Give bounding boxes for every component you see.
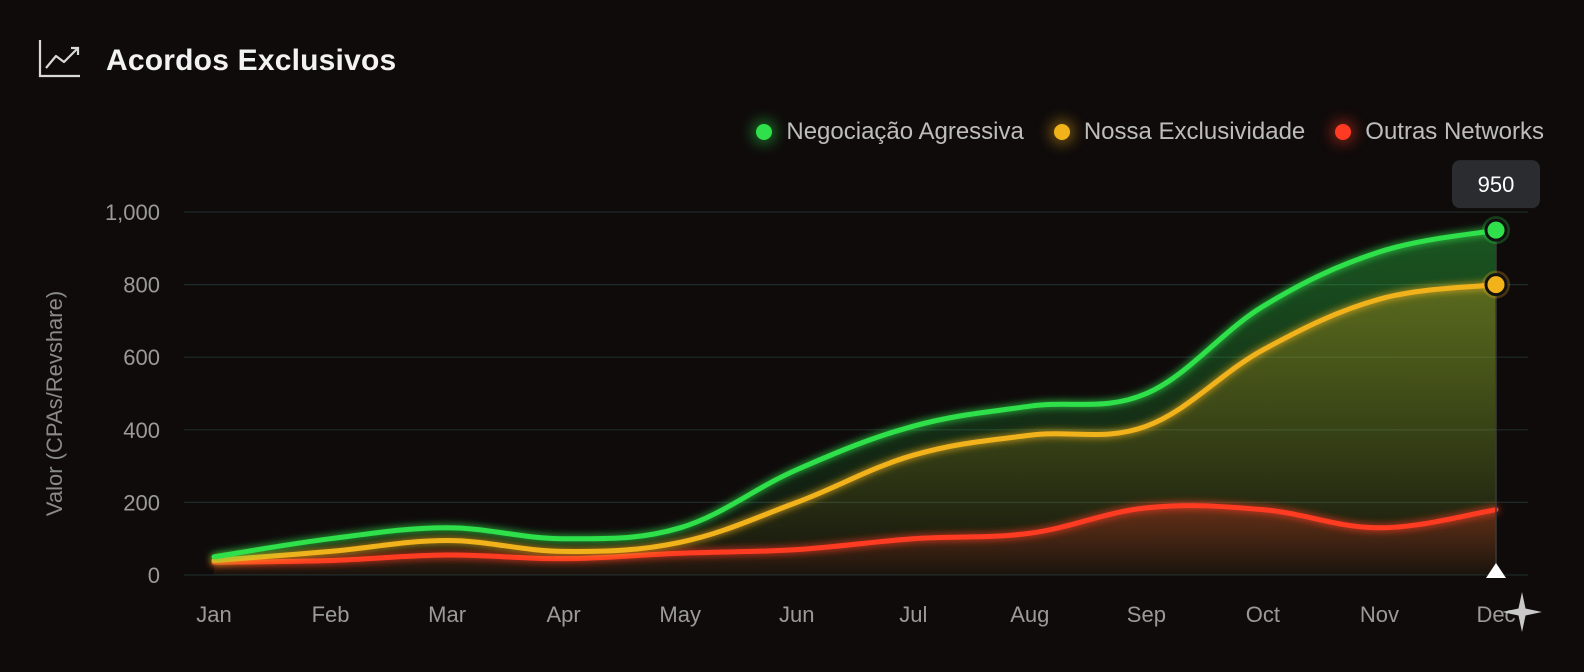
line-exclusividade xyxy=(211,282,1499,563)
x-tick-label-aug: Aug xyxy=(1010,602,1049,627)
point-negociacao xyxy=(1484,218,1508,242)
x-axis-ticks: Jan Feb Mar Apr May Jun Jul Aug Sep Oct Nov Dec xyxy=(196,602,1515,627)
legend-label-negociacao: Negociação Agressiva xyxy=(786,118,1024,145)
x-tick-label-may: May xyxy=(659,602,701,627)
area-outras xyxy=(214,505,1496,575)
y-tick-label-1000: 1,000 xyxy=(105,200,160,225)
chart-legend: Negociação Agressiva Nossa Exclusividade… xyxy=(756,118,1544,146)
point-exclusividade xyxy=(1484,273,1508,297)
y-tick-label-600: 600 xyxy=(123,345,160,370)
legend-item-exclusividade[interactable]: Nossa Exclusividade xyxy=(1053,118,1306,146)
x-tick-label-jan: Jan xyxy=(196,602,231,627)
value-tooltip: 950 xyxy=(1452,160,1540,209)
y-tick-label-0: 0 xyxy=(148,563,160,588)
y-tick-label-200: 200 xyxy=(123,490,160,515)
caret-up-icon[interactable] xyxy=(1486,563,1506,578)
series-lines xyxy=(211,227,1499,565)
tooltip-value: 950 xyxy=(1478,172,1515,197)
x-tick-label-oct: Oct xyxy=(1246,602,1280,627)
series-areas xyxy=(214,230,1496,575)
x-tick-label-jul: Jul xyxy=(899,602,927,627)
chart-header: Acordos Exclusivos xyxy=(38,38,396,83)
legend-label-outras: Outras Networks xyxy=(1365,118,1544,145)
y-tick-label-400: 400 xyxy=(123,418,160,443)
line-negociacao xyxy=(211,227,1499,560)
x-tick-label-jun: Jun xyxy=(779,602,814,627)
chart-title: Acordos Exclusivos xyxy=(106,43,397,77)
y-axis-ticks: 0 200 400 600 800 1,000 xyxy=(105,200,160,588)
y-axis-title: Valor (CPAs/Revshare) xyxy=(42,291,67,516)
x-tick-label-mar: Mar xyxy=(428,602,466,627)
y-tick-label-800: 800 xyxy=(123,273,160,298)
legend-label-exclusividade: Nossa Exclusividade xyxy=(1083,118,1306,145)
trending-up-icon xyxy=(38,38,82,83)
highlight-points xyxy=(1482,216,1510,299)
sparkle-icon[interactable] xyxy=(1502,592,1542,632)
area-exclusividade xyxy=(214,284,1496,575)
legend-item-outras[interactable]: Outras Networks xyxy=(1335,118,1544,146)
legend-dot-red xyxy=(1335,124,1352,140)
x-tick-label-apr: Apr xyxy=(547,602,581,627)
legend-item-negociacao[interactable]: Negociação Agressiva xyxy=(756,118,1024,146)
x-tick-label-dec: Dec xyxy=(1476,602,1515,627)
x-tick-label-feb: Feb xyxy=(312,602,350,627)
legend-dot-green xyxy=(756,124,773,140)
line-outras xyxy=(211,503,1499,565)
x-tick-label-sep: Sep xyxy=(1127,602,1166,627)
legend-dot-yellow xyxy=(1053,124,1070,140)
x-tick-label-nov: Nov xyxy=(1360,602,1399,627)
tooltip-background xyxy=(1452,160,1540,209)
